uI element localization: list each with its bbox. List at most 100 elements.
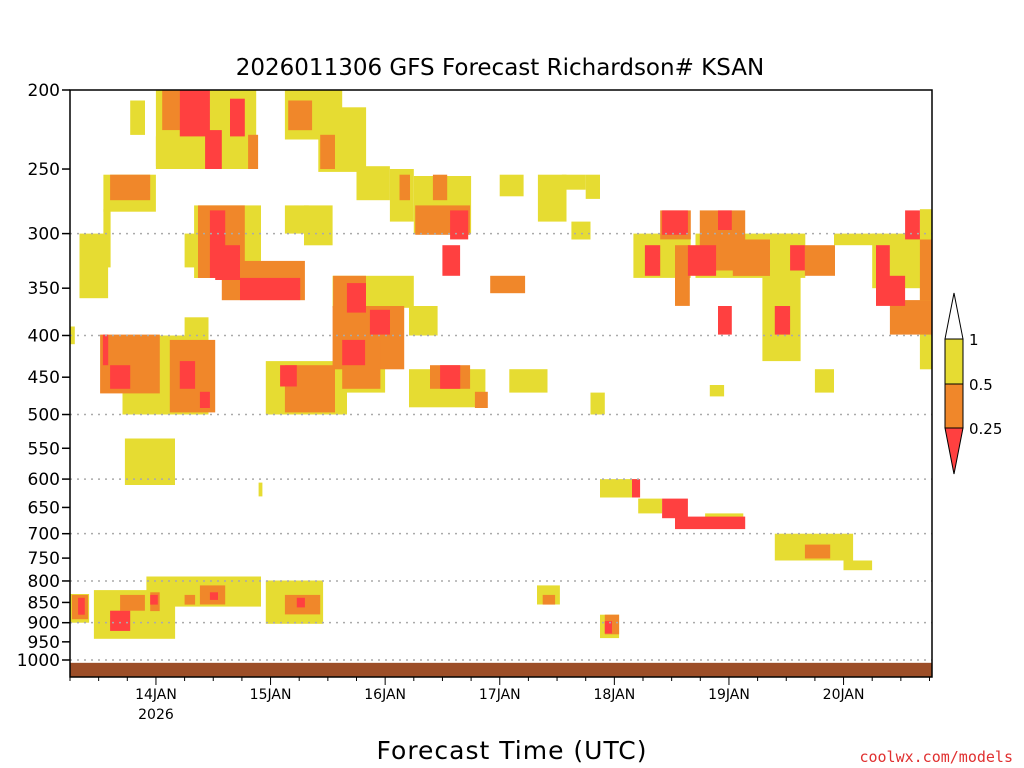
ri-cell-cat1	[184, 233, 199, 268]
y-tick-label: 500	[28, 406, 60, 426]
ri-cell-cat1	[834, 233, 882, 246]
ri-cell-cat2	[248, 134, 259, 169]
legend-swatch-red	[944, 427, 964, 475]
ri-cell-cat2	[184, 594, 196, 605]
ri-cell-cat1	[600, 479, 639, 498]
ri-cell-cat1	[409, 306, 438, 336]
ri-cell-cat3	[790, 245, 805, 271]
ri-cell-cat1	[70, 326, 75, 345]
ri-cell-cat3	[179, 90, 210, 137]
ground-surface	[70, 662, 932, 677]
y-tick-label: 350	[28, 279, 60, 299]
ri-cell-cat3	[215, 245, 240, 280]
ri-cell-cat3	[662, 210, 688, 235]
ri-cell-cat1	[130, 100, 145, 135]
y-tick-label: 800	[28, 572, 60, 592]
ri-cell-cat3	[450, 210, 469, 240]
x-tick-label: 15JAN	[250, 687, 292, 703]
legend-label: 0.25	[969, 420, 1002, 438]
ri-cell-cat2	[490, 275, 526, 294]
ri-cell-cat1	[284, 205, 309, 234]
ri-cell-cat3	[346, 283, 366, 313]
x-tick-label: 18JAN	[593, 687, 635, 703]
ri-cell-cat2	[288, 100, 313, 131]
ri-cell-cat3	[179, 361, 196, 389]
y-tick-label: 250	[28, 160, 60, 180]
legend-label: 0.5	[969, 376, 993, 394]
y-tick-label: 750	[28, 549, 60, 569]
legend-swatch-yellow	[944, 338, 964, 385]
ri-cell-cat3	[209, 592, 218, 600]
ri-cell-cat2	[162, 90, 180, 131]
ri-cell-cat3	[369, 309, 390, 335]
ri-cell-cat1	[843, 560, 873, 571]
x-axis: 14JAN 2026 15JAN 16JAN 17JAN 18JAN 19JAN 20JAN	[69, 677, 930, 723]
ri-cell-cat2	[320, 134, 335, 169]
chart-title: 2026011306 GFS Forecast Richardson# KSAN	[236, 55, 764, 81]
ri-cell-cat3	[342, 339, 366, 366]
ri-cell-cat1	[590, 392, 605, 415]
x-tick-label: 20JAN	[823, 687, 865, 703]
credit-text: coolwx.com/models	[859, 748, 1013, 766]
ri-cell-cat3	[150, 594, 158, 605]
ri-cell-cat1	[709, 385, 725, 397]
ri-cell-cat3	[662, 498, 688, 519]
ri-cell-cat2	[542, 594, 556, 605]
ri-cell-cat3	[296, 597, 305, 608]
ri-cell-cat3	[280, 365, 297, 387]
y-tick-label: 300	[28, 225, 60, 245]
ri-cell-cat3	[774, 306, 791, 335]
ri-cell-cat1	[499, 174, 524, 197]
plot-area	[70, 90, 932, 677]
ri-cell-cat3	[876, 275, 906, 306]
ri-cell-cat3	[687, 245, 717, 276]
y-tick-label: 950	[28, 633, 60, 653]
ri-cell-cat3	[78, 597, 85, 615]
ri-cell-cat1	[561, 174, 586, 190]
ri-cell-cat2	[732, 239, 770, 276]
x-tick-label: 19JAN	[708, 687, 750, 703]
ri-cell-cat1	[304, 205, 333, 246]
ri-cell-cat3	[205, 130, 222, 169]
x-tick-label: 16JAN	[364, 687, 406, 703]
ri-cell-cat1	[258, 482, 263, 497]
ri-cell-cat3	[632, 479, 641, 498]
plot-frame	[69, 89, 933, 678]
y-tick-label: 1000	[17, 651, 60, 671]
ri-cell-cat3	[675, 516, 746, 530]
ri-cell-cat2	[804, 245, 835, 276]
ri-cell-cat3	[230, 98, 245, 137]
x-tick-label: 14JAN	[135, 687, 177, 703]
ri-cell-cat1	[124, 438, 175, 485]
y-tick-label: 550	[28, 439, 60, 459]
y-axis: 200 250 300 350 400 450 500 550 600 650 700 750 8008…	[17, 81, 70, 671]
y-tick-label: 400	[28, 326, 60, 346]
ri-cell-cat3	[110, 610, 131, 631]
y-tick-label: 650	[28, 498, 60, 518]
x-tick-label: 17JAN	[479, 687, 521, 703]
y-tick-label: 600	[28, 470, 60, 490]
x-tick-sublabel: 2026	[138, 707, 174, 723]
y-tick-label: 700	[28, 525, 60, 545]
ri-cell-cat1	[356, 166, 390, 201]
y-tick-label: 900	[28, 614, 60, 634]
ri-cell-cat1	[79, 233, 109, 299]
legend: 1 0.5 0.25	[944, 292, 1002, 475]
ri-cell-cat3	[718, 210, 732, 230]
ri-cell-cat3	[440, 365, 461, 389]
ri-cell-cat3	[110, 365, 131, 389]
ri-cell-cat1	[537, 174, 567, 222]
ri-cell-cat1	[571, 221, 591, 240]
ri-cell-cat2	[399, 174, 410, 201]
legend-overflow-triangle	[944, 292, 964, 340]
ri-cell-cat3	[102, 334, 109, 366]
ri-cell-cat1	[585, 174, 600, 199]
ri-cell-cat3	[905, 210, 920, 240]
ri-cell-cat2	[474, 391, 488, 408]
ri-cell-cat3	[604, 621, 612, 634]
ri-cell-cat2	[919, 239, 932, 301]
ri-cell-cat1	[814, 369, 834, 393]
ri-cell-cat2	[110, 174, 151, 201]
ri-cell-cat3	[442, 245, 461, 276]
